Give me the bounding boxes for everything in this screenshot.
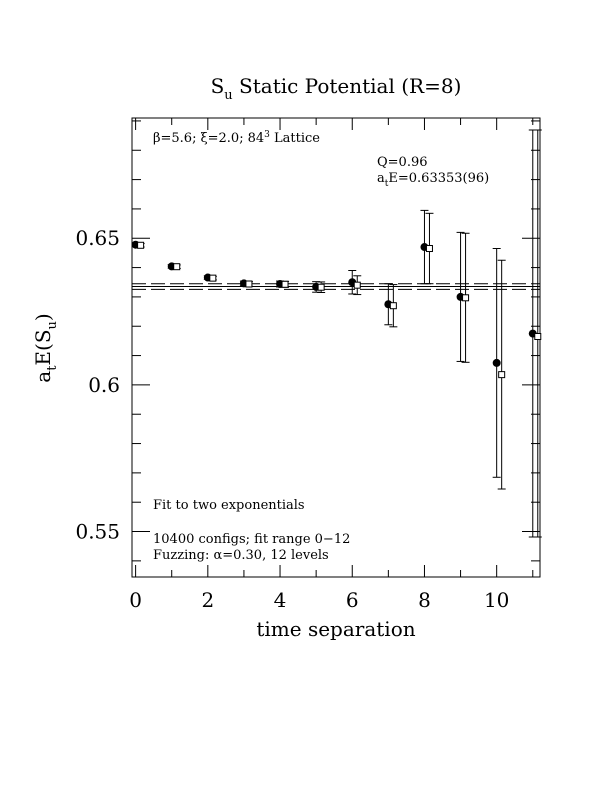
data-point-square: [534, 333, 542, 341]
x-axis-label: time separation: [256, 617, 415, 641]
x-tick-label: 10: [484, 588, 509, 612]
annotation-lattice: β=5.6; ξ=2.0; 843 Lattice: [153, 130, 320, 146]
plot-frame: [131, 117, 541, 578]
annotation-fit-energy: atE=0.63353(96): [377, 171, 489, 189]
x-tick-label: 8: [418, 588, 431, 612]
x-tick-label: 2: [201, 588, 214, 612]
tick-labels: 0 2 4 6 8 10 0.55 0.6 0.65: [75, 226, 509, 612]
data-point-square: [137, 241, 145, 249]
data-point-square: [353, 281, 361, 289]
data-point-square: [389, 302, 397, 310]
axis-ticks: [132, 118, 540, 577]
plot-border: [131, 117, 541, 578]
y-tick-label: 0.65: [75, 226, 120, 250]
data-point-square: [173, 263, 181, 271]
data-point-circle: [492, 358, 501, 367]
y-tick-label: 0.55: [75, 520, 120, 544]
chart-title: Su Static Potential (R=8): [211, 74, 462, 103]
data-points: [131, 129, 542, 538]
x-tick-label: 6: [346, 588, 359, 612]
fit-band: [132, 283, 540, 290]
data-point-square: [425, 245, 433, 253]
annotation-configs: 10400 configs; fit range 0−12: [153, 532, 350, 547]
x-tick-label: 4: [274, 588, 287, 612]
data-point-square: [245, 280, 253, 288]
data-point-square: [209, 274, 217, 282]
annotation-fit-type: Fit to two exponentials: [153, 498, 305, 513]
data-point-square: [317, 283, 325, 291]
annotation-fuzzing: Fuzzing: α=0.30, 12 levels: [153, 548, 329, 563]
y-axis-label: atE(Su): [31, 313, 60, 382]
x-tick-label: 0: [129, 588, 142, 612]
y-tick-label: 0.6: [88, 373, 120, 397]
data-point-square: [462, 294, 470, 302]
annotation-q: Q=0.96: [377, 155, 428, 170]
data-point-square: [498, 371, 506, 379]
data-point-square: [281, 280, 289, 288]
